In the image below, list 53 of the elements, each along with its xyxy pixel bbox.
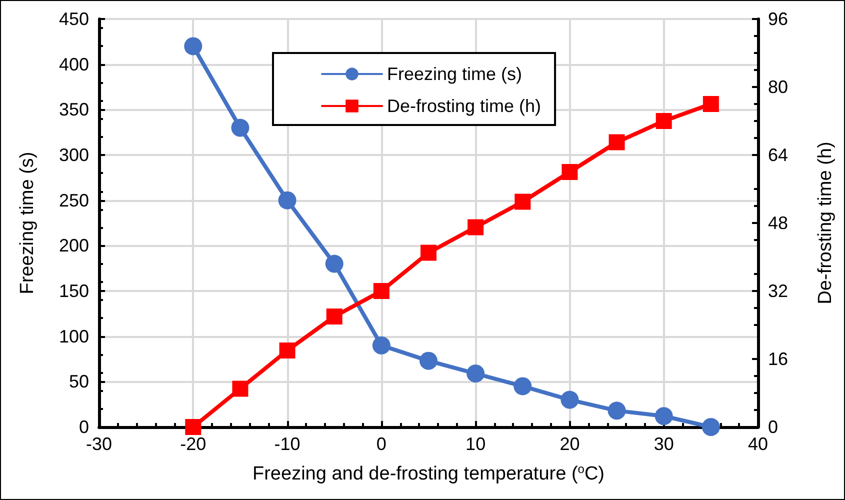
y-tick-label: 0 [78, 417, 89, 437]
y-tick-label: 250 [58, 190, 89, 210]
point [654, 407, 673, 426]
point [608, 134, 625, 150]
y-tick-label: 200 [58, 236, 89, 256]
point [184, 37, 202, 56]
y-tick-label: 100 [58, 326, 89, 346]
x-tick-label: 10 [466, 434, 486, 454]
y2-tick-label: 80 [768, 77, 788, 97]
y-tick-label: 150 [58, 281, 89, 301]
x-tick-label: -10 [274, 434, 300, 454]
point [562, 164, 578, 180]
x-tick-label: -30 [86, 434, 112, 454]
point [420, 244, 436, 261]
point [656, 113, 672, 129]
point [325, 254, 344, 273]
x-tick-label: 30 [654, 434, 674, 454]
legend-label: De-frosting time (h) [387, 96, 542, 116]
point [326, 308, 342, 324]
x-tick-label: 40 [748, 434, 768, 454]
point [279, 342, 296, 358]
point [514, 377, 532, 396]
y-tick-label: 350 [58, 100, 89, 120]
y-tick-label: 400 [58, 54, 89, 74]
point [702, 96, 719, 112]
point [231, 118, 250, 137]
x-tick-label: 20 [560, 434, 580, 454]
point [466, 364, 485, 382]
legend-label: Freezing time (s) [387, 64, 522, 84]
y2-tick-label: 0 [768, 417, 778, 437]
y2-tick-label: 16 [768, 349, 788, 369]
y2-tick-label: 64 [768, 145, 788, 165]
point [373, 283, 390, 299]
y2-tick-label: 32 [768, 281, 788, 301]
point [420, 352, 438, 370]
x-tick-label: -20 [180, 434, 206, 454]
y2-tick-label: 96 [768, 9, 788, 29]
point [514, 194, 531, 210]
y2-tick-label: 48 [768, 213, 788, 233]
y-tick-label: 300 [58, 145, 89, 165]
point [372, 336, 390, 354]
point [702, 418, 720, 436]
point [185, 419, 202, 435]
point [468, 219, 484, 236]
point [560, 390, 579, 409]
point [608, 402, 626, 420]
y-axis-title: Freezing time (s) [17, 152, 38, 294]
y2-axis-title: De-frosting time (h) [815, 142, 836, 304]
x-tick-label: 0 [376, 434, 386, 454]
y-tick-label: 450 [58, 9, 89, 29]
point [278, 191, 296, 210]
y-tick-label: 50 [68, 372, 89, 392]
point [232, 380, 248, 397]
